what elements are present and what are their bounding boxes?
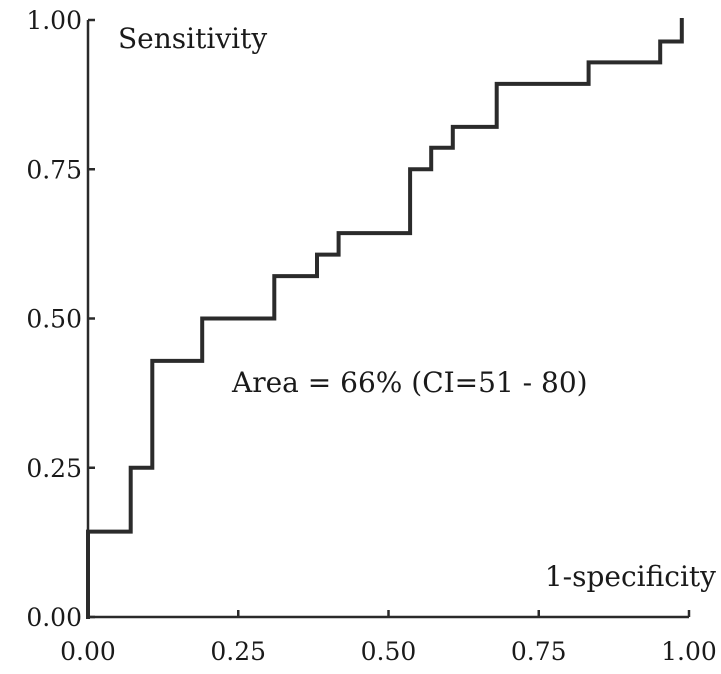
y-tick-label: 0.00: [26, 603, 82, 632]
x-ticks: 0.00 0.25 0.50 0.75 1.00: [60, 610, 717, 666]
roc-curve-line: [86, 18, 684, 619]
x-tick-label: 0.50: [361, 637, 417, 666]
y-tick-label: 0.50: [26, 305, 82, 334]
x-axis-label: 1-specificity: [545, 560, 716, 593]
x-tick-label: 1.00: [661, 637, 717, 666]
y-axis-label: Sensitivity: [118, 22, 267, 55]
x-tick-label: 0.25: [210, 637, 266, 666]
y-tick-label: 1.00: [26, 6, 82, 35]
x-tick-label: 0.75: [511, 637, 567, 666]
y-ticks: 0.00 0.25 0.50 0.75 1.00: [26, 6, 95, 632]
y-tick-label: 0.25: [26, 454, 82, 483]
x-tick-label: 0.00: [60, 637, 116, 666]
auc-annotation: Area = 66% (CI=51 - 80): [231, 366, 588, 399]
y-tick-label: 0.75: [26, 155, 82, 184]
axes: [86, 20, 689, 619]
